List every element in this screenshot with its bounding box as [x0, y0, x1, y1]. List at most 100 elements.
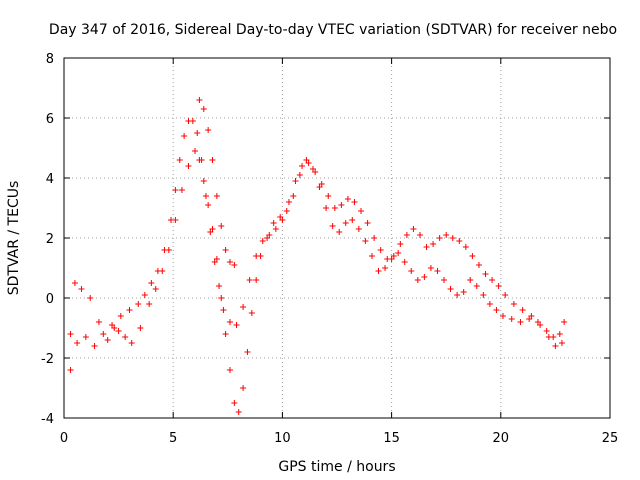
data-point: [502, 292, 509, 298]
data-point: [148, 280, 155, 286]
data-point: [331, 205, 338, 211]
data-point: [231, 262, 238, 268]
data-point: [462, 244, 469, 250]
data-point: [71, 280, 78, 286]
data-point: [441, 277, 448, 283]
data-point: [235, 409, 242, 415]
data-point: [397, 241, 404, 247]
data-point: [526, 316, 533, 322]
data-point: [222, 247, 229, 253]
data-point: [489, 277, 496, 283]
data-point: [410, 226, 417, 232]
data-point: [181, 133, 188, 139]
data-point: [336, 229, 343, 235]
data-point: [104, 337, 111, 343]
data-point: [272, 226, 279, 232]
data-point: [344, 196, 351, 202]
data-point: [388, 256, 395, 262]
data-point: [443, 232, 450, 238]
data-point: [467, 277, 474, 283]
data-point: [338, 202, 345, 208]
data-point: [517, 319, 524, 325]
data-point: [87, 295, 94, 301]
data-point: [414, 277, 421, 283]
data-point: [202, 193, 209, 199]
data-point: [556, 331, 563, 337]
data-point: [561, 319, 568, 325]
data-point: [473, 283, 480, 289]
data-point: [189, 118, 196, 124]
data-point: [240, 385, 247, 391]
data-point: [213, 256, 220, 262]
data-point: [91, 343, 98, 349]
data-point: [126, 307, 133, 313]
data-point: [146, 301, 153, 307]
data-point: [222, 331, 229, 337]
data-point: [220, 307, 227, 313]
data-point: [368, 253, 375, 259]
data-point: [558, 340, 565, 346]
data-point: [209, 157, 216, 163]
chart-title: Day 347 of 2016, Sidereal Day-to-day VTE…: [49, 22, 617, 38]
data-point: [355, 226, 362, 232]
data-point: [427, 265, 434, 271]
data-point: [550, 334, 557, 340]
data-point: [430, 241, 437, 247]
y-tick-label: 6: [46, 112, 54, 127]
data-point: [303, 157, 310, 163]
data-point: [534, 319, 541, 325]
data-point: [196, 157, 203, 163]
data-point: [213, 193, 220, 199]
data-point: [172, 187, 179, 193]
data-point: [226, 319, 233, 325]
data-point: [226, 259, 233, 265]
data-point: [192, 148, 199, 154]
data-point: [316, 184, 323, 190]
data-point: [403, 232, 410, 238]
data-point: [115, 328, 122, 334]
data-points: [67, 97, 568, 415]
data-point: [495, 283, 502, 289]
data-point: [447, 286, 454, 292]
data-point: [375, 268, 382, 274]
data-point: [283, 208, 290, 214]
x-tick-label: 0: [60, 431, 68, 446]
data-point: [240, 304, 247, 310]
data-point: [329, 223, 336, 229]
data-point: [493, 307, 500, 313]
data-point: [434, 268, 441, 274]
data-point: [299, 163, 306, 169]
data-point: [200, 106, 207, 112]
data-point: [194, 130, 201, 136]
data-point: [233, 322, 240, 328]
data-point: [172, 217, 179, 223]
data-point: [176, 157, 183, 163]
x-tick-label: 10: [274, 431, 291, 446]
data-point: [436, 235, 443, 241]
x-tick-label: 5: [169, 431, 177, 446]
data-point: [248, 310, 255, 316]
data-point: [449, 235, 456, 241]
y-tick-label: 4: [46, 172, 54, 187]
data-point: [395, 250, 402, 256]
data-point: [325, 193, 332, 199]
data-point: [358, 208, 365, 214]
data-point: [205, 202, 212, 208]
data-point: [486, 301, 493, 307]
data-point: [82, 334, 89, 340]
data-point: [382, 265, 389, 271]
grid-lines: [64, 58, 610, 418]
data-point: [257, 253, 264, 259]
data-point: [543, 328, 550, 334]
data-point: [552, 343, 559, 349]
data-point: [323, 205, 330, 211]
data-point: [218, 223, 225, 229]
data-point: [216, 283, 223, 289]
data-point: [122, 334, 129, 340]
data-point: [401, 259, 408, 265]
data-point: [342, 220, 349, 226]
data-point: [218, 295, 225, 301]
data-point: [205, 127, 212, 133]
data-point: [117, 313, 124, 319]
